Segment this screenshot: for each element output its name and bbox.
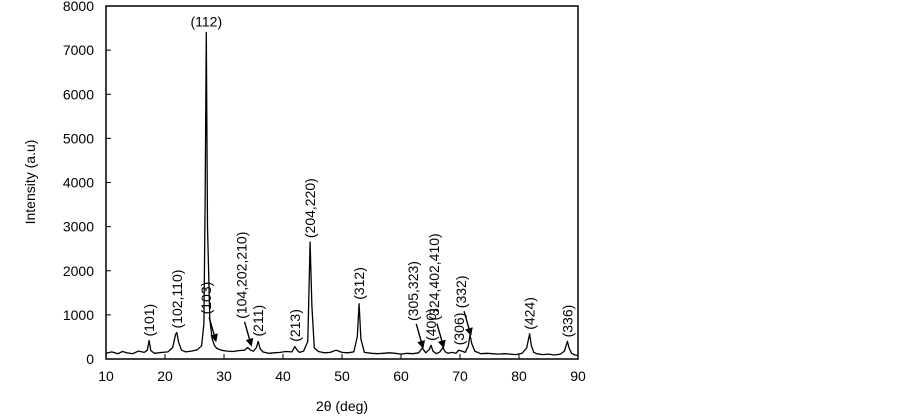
peak-annotation: (204,220) xyxy=(302,178,318,238)
peak-label: (204,220) xyxy=(302,178,318,238)
peak-label: (400) xyxy=(423,308,439,341)
peak-annotation: (424) xyxy=(522,297,538,330)
peak-label: (112) xyxy=(190,13,222,29)
peak-annotation: (306) xyxy=(451,313,467,346)
peak-annotation: (400) xyxy=(423,308,439,341)
peak-annotation: (101) xyxy=(141,304,157,337)
annotation-arrow xyxy=(243,321,254,347)
x-axis-label: 2θ (deg) xyxy=(316,398,368,414)
peak-label: (336) xyxy=(559,305,575,338)
peak-annotation: (324,402,410) xyxy=(426,233,446,349)
y-tick-label: 8000 xyxy=(63,0,94,14)
annotation-arrow xyxy=(415,323,425,349)
y-axis-label: Intensity (a.u) xyxy=(22,140,38,225)
peak-label: (324,402,410) xyxy=(426,233,442,320)
peak-annotation: (305,323) xyxy=(405,261,425,349)
y-tick-label: 4000 xyxy=(63,175,94,191)
peak-annotations: (101) (102,110)(112)(103) (104,202,210)(21… xyxy=(141,13,575,349)
x-tick-label: 80 xyxy=(511,368,527,384)
peak-label: (104,202,210) xyxy=(234,232,250,319)
y-tick-label: 7000 xyxy=(63,42,94,58)
peak-annotation: (211) xyxy=(250,305,266,337)
peak-label: (101) xyxy=(141,304,157,337)
peak-annotation: (112) xyxy=(190,13,222,29)
peak-label: (424) xyxy=(522,297,538,330)
x-tick-label: 40 xyxy=(275,368,291,384)
peak-label: (312) xyxy=(351,267,367,300)
peak-label: (213) xyxy=(287,309,303,342)
x-tick-label: 90 xyxy=(570,368,586,384)
peak-annotation: (103) xyxy=(198,282,218,343)
peak-label: (102,110) xyxy=(169,270,185,329)
annotation-arrow xyxy=(208,317,218,343)
x-tick-label: 20 xyxy=(157,368,173,384)
annotation-arrow xyxy=(463,310,473,337)
peak-annotation: (102,110) xyxy=(169,270,185,329)
annotation-arrow xyxy=(436,323,446,349)
x-tick-label: 10 xyxy=(98,368,114,384)
x-tick-label: 70 xyxy=(452,368,468,384)
y-tick-label: 6000 xyxy=(63,86,94,102)
peak-label: (211) xyxy=(250,305,266,337)
peak-annotation: (312) xyxy=(351,267,367,300)
peak-label: (332) xyxy=(453,276,469,309)
peak-annotation: (213) xyxy=(287,309,303,342)
x-axis: 10 20 30 40 50 60 70 80 90 xyxy=(98,354,586,384)
y-tick-label: 3000 xyxy=(63,219,94,235)
peak-label: (103) xyxy=(198,282,214,315)
x-tick-label: 60 xyxy=(393,368,409,384)
peak-label: (305,323) xyxy=(405,261,421,321)
y-tick-label: 0 xyxy=(86,351,94,367)
peak-annotation: (104,202,210) xyxy=(234,232,254,347)
y-tick-label: 1000 xyxy=(63,307,94,323)
y-axis: 0 1000 2000 3000 4000 5000 6000 7000 8000 xyxy=(63,0,111,367)
y-tick-label: 2000 xyxy=(63,263,94,279)
peak-annotation: (336) xyxy=(559,305,575,338)
xrd-pattern-line xyxy=(105,31,579,357)
peak-label: (306) xyxy=(451,313,467,346)
peak-annotation: (332) xyxy=(453,276,473,337)
y-tick-label: 5000 xyxy=(63,130,94,146)
x-tick-label: 30 xyxy=(216,368,232,384)
x-tick-label: 50 xyxy=(334,368,350,384)
